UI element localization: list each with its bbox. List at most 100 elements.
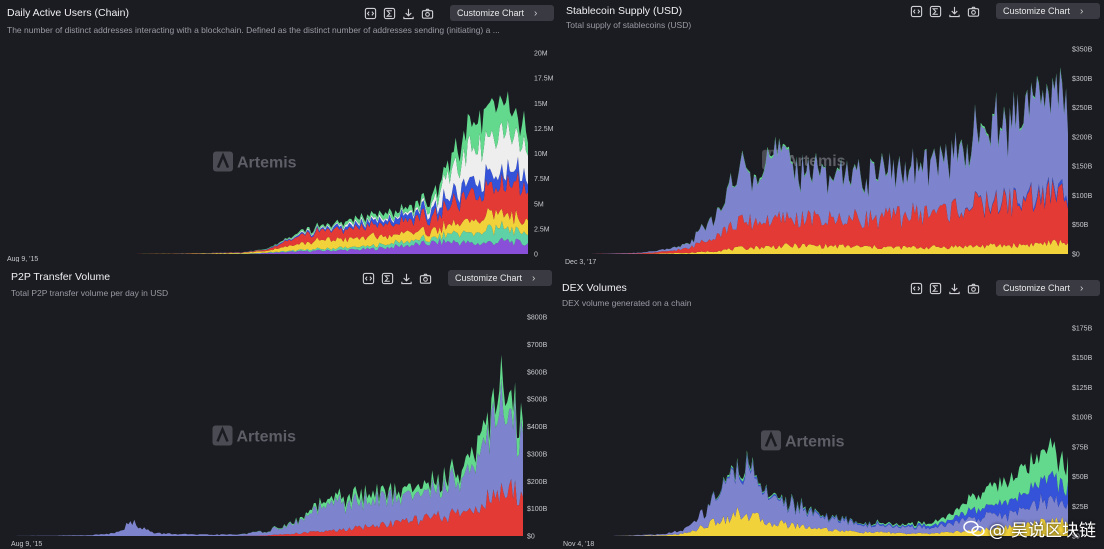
artemis-watermark: Artemis [212,425,297,446]
chart-svg: Artemis $0 $25B $50B $75B $100B $125B $150B $175… [562,326,1093,548]
artemis-watermark-text: Artemis [785,433,845,450]
customize-chart-label: Customize Chart [1003,283,1071,293]
y-tick-label: $200B [1072,134,1093,141]
series-area-blue [6,156,528,254]
y-tick-label: $100B [527,506,548,513]
chevron-right-icon: › [534,7,538,19]
chevron-right-icon: › [532,272,536,284]
y-tick-label: $250B [1072,105,1093,112]
artemis-watermark: Artemis [761,430,845,451]
y-tick-label: $800B [527,315,548,322]
wechat-watermark: @ 吴说区块链 [962,516,1096,541]
y-tick-label: $700B [527,342,548,349]
chart-title: Stablecoin Supply (USD) [566,5,683,17]
wechat-watermark-text: @ 吴说区块链 [988,521,1096,541]
download-icon[interactable] [948,282,961,295]
chart-toolbar: Customize Chart › [910,3,1100,19]
y-tick-label: $150B [1072,164,1093,171]
chart-subtitle: Total supply of stablecoins (USD) [566,20,692,30]
customize-chart-button[interactable]: Customize Chart › [450,5,554,21]
y-tick-label: $0 [1072,534,1080,541]
camera-icon[interactable] [967,5,980,18]
embed-icon[interactable] [364,7,377,20]
customize-chart-button[interactable]: Customize Chart › [448,270,552,286]
chart-panel-dex-volumes: Artemis $0 $25B $50B $75B $100B $125B $150B $175… [556,266,1104,549]
camera-icon[interactable] [419,272,432,285]
series-area-lavender [564,69,1068,254]
chart-panel-p2p-transfer-volume: Artemis $0 $100B $200B $300B $400B $500B $600B $… [0,262,556,549]
y-tick-label: $400B [527,424,548,431]
y-tick-label: 20M [534,51,548,58]
sigma-icon[interactable] [383,7,396,20]
sigma-icon[interactable] [929,282,942,295]
series-area-yellow [564,239,1068,254]
series-area-yellow [562,507,1068,536]
x-tick-label: Aug 9, '15 [7,256,38,262]
artemis-watermark: Artemis [213,151,297,172]
artemis-watermark-text: Artemis [237,155,297,172]
sigma-icon[interactable] [929,5,942,18]
y-tick-label: $100B [1072,415,1093,422]
y-tick-label: $500B [527,397,548,404]
y-tick-label: $50B [1072,222,1089,229]
chevron-right-icon: › [1080,5,1084,17]
camera-icon[interactable] [421,7,434,20]
chart-title: DEX Volumes [562,282,627,294]
customize-chart-label: Customize Chart [455,273,523,283]
series-area-lavender [562,455,1068,536]
download-icon[interactable] [948,5,961,18]
x-tick-label: Nov 4, '18 [563,541,594,548]
embed-icon[interactable] [362,272,375,285]
chart-toolbar: Customize Chart › [364,5,554,21]
chart-toolbar: Customize Chart › [362,270,552,286]
series-area-yellow [6,207,528,254]
chart-svg: Artemis $0 $100B $200B $300B $400B $500B $600B $… [10,315,548,548]
series-area-red [6,171,528,254]
chart-title: P2P Transfer Volume [11,271,111,283]
y-tick-label: $0 [1072,252,1080,259]
y-tick-label: $350B [1072,47,1093,54]
series-area-purple [6,237,528,254]
y-tick-label: 10M [534,151,548,158]
y-tick-label: $25B [1072,504,1089,511]
x-tick-label: Aug 9, '15 [11,541,42,548]
series-area-lavender [10,378,523,536]
wechat-icon [962,520,985,536]
y-tick-label: 17.5M [534,76,554,83]
download-icon[interactable] [400,272,413,285]
download-icon[interactable] [402,7,415,20]
chart-svg: Artemis$0$50B$100B$150B$200B$250B$300B$3… [564,47,1093,266]
chart-subtitle: The number of distinct addresses interac… [7,25,500,35]
customize-chart-label: Customize Chart [1003,6,1071,16]
customize-chart-button[interactable]: Customize Chart › [996,3,1100,19]
y-tick-label: $300B [1072,76,1093,83]
y-tick-label: $200B [527,479,548,486]
chart-toolbar: Customize Chart › [910,280,1100,296]
chart-svg: Artemis 0 2.5M 5M 7.5M 10M 12.5M 15M 17.5M 20M Aug… [6,51,554,262]
y-tick-label: 12.5M [534,126,554,133]
y-tick-label: $600B [527,369,548,376]
series-area-teal [6,220,528,254]
embed-icon[interactable] [910,282,923,295]
y-tick-label: 0 [534,252,538,259]
embed-icon[interactable] [910,5,923,18]
customize-chart-button[interactable]: Customize Chart › [996,280,1100,296]
chevron-right-icon: › [1080,282,1084,294]
chart-panel-daily-active-users: Artemis 0 2.5M 5M 7.5M 10M 12.5M 15M 17.5M 20M Aug… [0,0,556,262]
camera-icon[interactable] [967,282,980,295]
y-tick-label: $125B [1072,385,1093,392]
y-tick-label: $150B [1072,355,1093,362]
sigma-icon[interactable] [381,272,394,285]
artemis-watermark-text: Artemis [237,428,297,445]
chart-panel-stablecoin-supply: Artemis$0$50B$100B$150B$200B$250B$300B$3… [556,0,1104,266]
y-tick-label: $300B [527,451,548,458]
series-area-red [10,478,523,536]
y-tick-label: 15M [534,101,548,108]
y-tick-label: $0 [527,534,535,541]
x-tick-label: Dec 3, '17 [565,259,596,266]
y-tick-label: $50B [1072,474,1089,481]
chart-title: Daily Active Users (Chain) [7,7,129,19]
customize-chart-label: Customize Chart [457,8,525,18]
y-tick-label: $175B [1072,326,1093,333]
y-tick-label: 2.5M [534,226,550,233]
